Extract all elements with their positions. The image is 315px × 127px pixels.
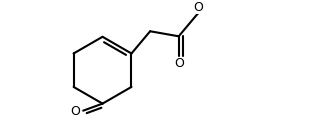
Text: O: O bbox=[193, 1, 203, 14]
Text: O: O bbox=[174, 57, 184, 70]
Text: O: O bbox=[70, 105, 80, 118]
